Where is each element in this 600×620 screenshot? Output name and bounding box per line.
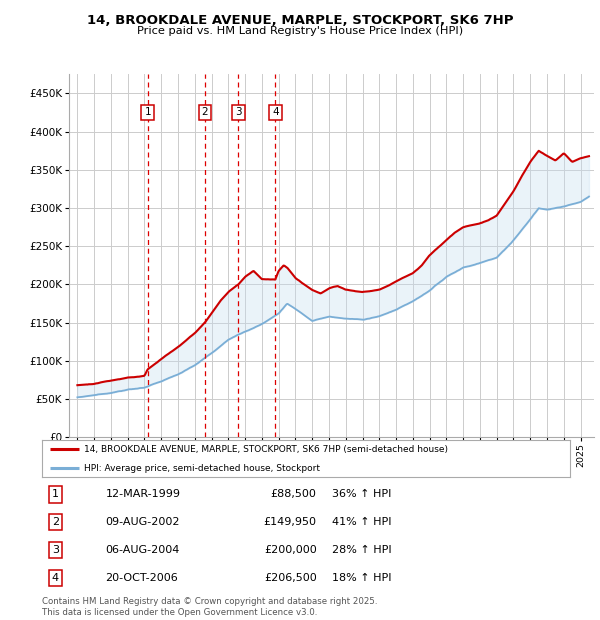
Text: 20-OCT-2006: 20-OCT-2006 — [106, 573, 178, 583]
Text: 18% ↑ HPI: 18% ↑ HPI — [332, 573, 392, 583]
Text: 14, BROOKDALE AVENUE, MARPLE, STOCKPORT, SK6 7HP (semi-detached house): 14, BROOKDALE AVENUE, MARPLE, STOCKPORT,… — [84, 445, 448, 454]
Text: 2: 2 — [202, 107, 208, 117]
Text: 1: 1 — [145, 107, 151, 117]
Text: 12-MAR-1999: 12-MAR-1999 — [106, 489, 181, 500]
Text: 36% ↑ HPI: 36% ↑ HPI — [332, 489, 392, 500]
Text: HPI: Average price, semi-detached house, Stockport: HPI: Average price, semi-detached house,… — [84, 464, 320, 472]
Text: £200,000: £200,000 — [264, 545, 317, 556]
Text: Contains HM Land Registry data © Crown copyright and database right 2025.
This d: Contains HM Land Registry data © Crown c… — [42, 598, 377, 617]
Text: 06-AUG-2004: 06-AUG-2004 — [106, 545, 180, 556]
Text: 3: 3 — [235, 107, 242, 117]
Text: £149,950: £149,950 — [263, 517, 317, 528]
Text: 28% ↑ HPI: 28% ↑ HPI — [332, 545, 392, 556]
Text: 1: 1 — [52, 489, 59, 500]
Text: 4: 4 — [52, 573, 59, 583]
Text: £206,500: £206,500 — [264, 573, 317, 583]
Text: 14, BROOKDALE AVENUE, MARPLE, STOCKPORT, SK6 7HP: 14, BROOKDALE AVENUE, MARPLE, STOCKPORT,… — [87, 14, 513, 27]
Text: 09-AUG-2002: 09-AUG-2002 — [106, 517, 180, 528]
Text: 4: 4 — [272, 107, 278, 117]
Text: 2: 2 — [52, 517, 59, 528]
Text: 41% ↑ HPI: 41% ↑ HPI — [332, 517, 392, 528]
Text: Price paid vs. HM Land Registry's House Price Index (HPI): Price paid vs. HM Land Registry's House … — [137, 26, 463, 36]
Text: 3: 3 — [52, 545, 59, 556]
Text: £88,500: £88,500 — [271, 489, 317, 500]
